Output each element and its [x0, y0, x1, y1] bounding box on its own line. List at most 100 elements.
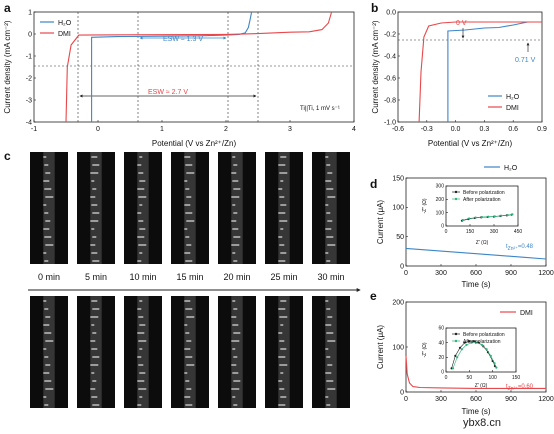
plot-a-frame [33, 11, 355, 123]
di-series-point [474, 216, 477, 219]
b-ytick-label: -1.0 [384, 119, 396, 126]
deposit-speck [45, 196, 54, 198]
deposit-speck [232, 324, 239, 326]
deposit-speck [184, 252, 191, 254]
deposit-speck [232, 180, 239, 182]
deposit-speck [186, 340, 192, 342]
inset-e-frame [445, 327, 517, 373]
b-xtick-label: 0.0 [451, 126, 461, 133]
di-series-point [480, 215, 484, 219]
deposit-speck [185, 236, 190, 238]
deposit-speck [327, 172, 333, 174]
chart-d: 0 300 600 900 1200 0 50 100 150 Time (s) Current… [376, 165, 554, 289]
a-ytick-label: -4 [26, 119, 32, 126]
deposit-speck [45, 364, 51, 366]
deposit-speck [232, 348, 236, 350]
deposit-speck [325, 348, 329, 350]
d-xtick-label: 300 [435, 270, 447, 277]
deposit-speck [325, 300, 329, 302]
deposit-speck [137, 188, 145, 190]
panel-c-images: 0 min 5 min 10 min 15 min 20 min 25 min 30 min [30, 152, 350, 408]
a-xtick-label: 2 [224, 126, 228, 133]
deposit-speck [138, 316, 144, 318]
deposit-speck [327, 244, 336, 246]
inset-e-legend-before: Before polarization [463, 332, 505, 338]
di-ytick-label: 100 [436, 210, 445, 216]
deposit-speck [138, 340, 147, 342]
deposit-speck [279, 172, 288, 174]
deposit-speck [43, 348, 47, 350]
deposit-speck [43, 156, 47, 158]
deposit-speck [278, 356, 286, 358]
deposit-speck [325, 396, 329, 398]
deposit-speck [92, 356, 100, 358]
inset-d-legend-after: After polarization [463, 197, 501, 203]
ei-series-point [465, 343, 468, 346]
deposit-speck [91, 228, 95, 230]
zinc-deposit-band [325, 296, 337, 408]
panel-letter-a: a [4, 1, 11, 15]
time-label: 5 min [85, 272, 107, 282]
deposit-speck [278, 308, 286, 310]
b-series-line [418, 21, 542, 123]
deposit-speck [278, 380, 283, 382]
deposit-speck [185, 332, 190, 334]
inset-d-legend: Before polarization After polarization [452, 190, 505, 203]
deposit-speck [137, 332, 145, 334]
deposit-speck [185, 404, 193, 406]
zinc-deposit-band [90, 152, 102, 264]
deposit-speck [184, 372, 188, 374]
deposit-speck [186, 316, 195, 318]
deposit-speck [232, 204, 236, 206]
plot-a-xlabel: Potential (V vs Zn²⁺/Zn) [152, 139, 237, 148]
deposit-speck [138, 388, 147, 390]
a-xtick-label: -1 [31, 126, 37, 133]
deposit-speck [278, 236, 283, 238]
deposit-speck [92, 236, 97, 238]
deposit-speck [233, 404, 238, 406]
b-xtick-label: 0.3 [480, 126, 490, 133]
deposit-speck [91, 180, 95, 182]
deposit-speck [279, 340, 285, 342]
deposit-speck [184, 348, 191, 350]
deposit-speck [137, 380, 145, 382]
ei-series-point [472, 340, 476, 343]
a-ytick-label: -1 [26, 53, 32, 60]
ei-series-point [454, 354, 457, 357]
chart-a: -1 0 1 2 3 4 1 0 -1 -2 -3 -4 Potential (V vs Zn²⁺/Z… [3, 9, 356, 148]
deposit-speck [184, 180, 188, 182]
deposit-speck [92, 260, 100, 262]
deposit-speck [91, 372, 95, 374]
deposit-speck [231, 244, 240, 246]
deposit-speck [139, 180, 146, 182]
d-xtick-label: 1200 [538, 270, 554, 277]
time-label: 0 min [38, 272, 60, 282]
deposit-speck [44, 404, 49, 406]
deposit-speck [137, 212, 142, 214]
legend-b-h2o: H₂O [506, 94, 520, 101]
time-label: 30 min [317, 272, 344, 282]
deposit-speck [92, 308, 100, 310]
a-xtick-label: 4 [352, 126, 356, 133]
b-xtick-label: -0.6 [392, 126, 404, 133]
watermark: ybx8.cn [463, 417, 501, 429]
deposit-speck [44, 356, 49, 358]
di-series-point [511, 213, 514, 216]
deposit-speck [280, 300, 287, 302]
d-ytick-label: 100 [392, 205, 404, 212]
deposit-speck [45, 244, 54, 246]
deposit-speck [137, 164, 142, 166]
deposit-speck [139, 228, 146, 230]
zinc-deposit-band [325, 152, 337, 264]
t-label-e: tZn²⁺=0.60 [506, 384, 534, 392]
deposit-speck [325, 252, 329, 254]
deposit-speck [231, 388, 240, 390]
zinc-deposit-band [278, 152, 290, 264]
time-label: 25 min [270, 272, 297, 282]
deposit-speck [91, 300, 98, 302]
inset-d-frame [445, 185, 519, 227]
di-ytick-label: 200 [436, 197, 445, 203]
deposit-speck [138, 220, 144, 222]
a-ytick-label: -2 [26, 75, 32, 82]
zinc-deposit-band [137, 152, 149, 264]
